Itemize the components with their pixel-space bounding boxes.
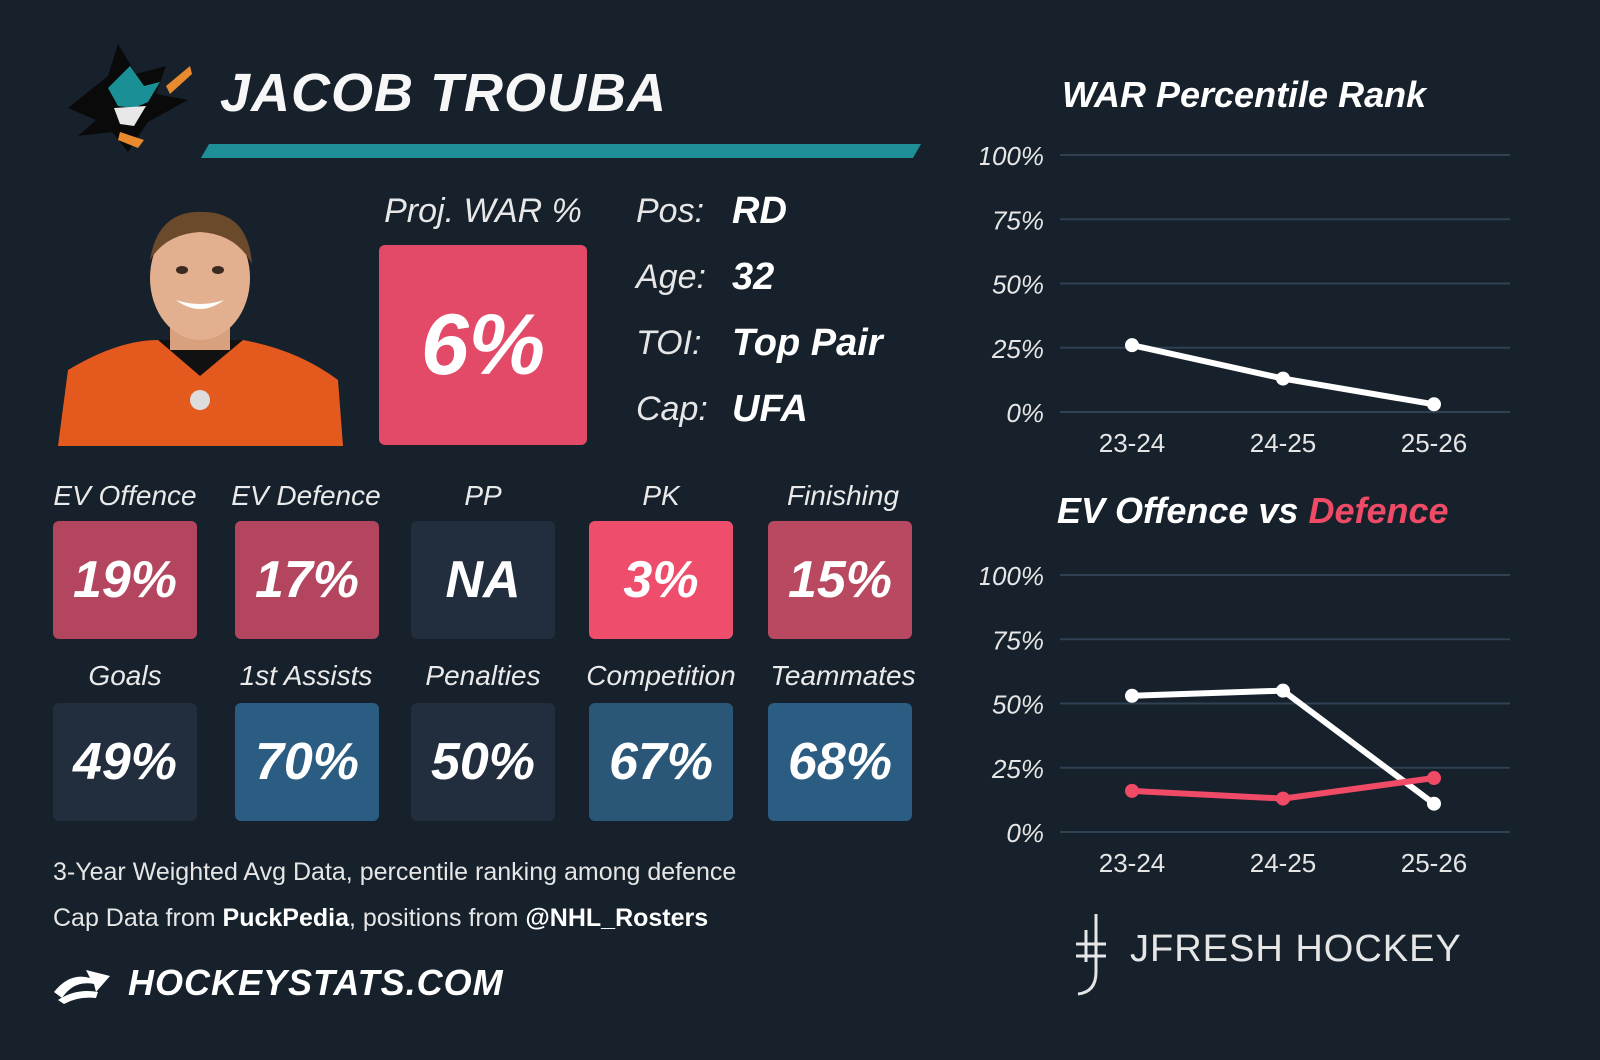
- tile-finishing: 15%: [768, 521, 912, 639]
- chart2-title-offence: EV Offence vs: [1057, 490, 1309, 531]
- info-value-age: 32: [732, 256, 775, 298]
- chart1-x-tick: 25-26: [1401, 428, 1468, 458]
- info-value-pos: RD: [732, 190, 787, 232]
- tile-pp: NA: [411, 521, 555, 639]
- chart1-x-tick: 24-25: [1250, 428, 1317, 458]
- hockeystats-logo-icon: [54, 970, 110, 1004]
- footer-sources: Cap Data from PuckPedia, positions from …: [53, 904, 708, 933]
- chart1-series-0-point: [1125, 338, 1139, 353]
- chart2-y-tick: 50%: [992, 690, 1044, 720]
- tile-penalties: 50%: [411, 703, 555, 821]
- tile-label-ev-offence: EV Offence: [53, 480, 197, 511]
- footer-source-text-1: Cap Data from: [53, 904, 223, 932]
- info-label-cap: Cap:: [636, 390, 708, 428]
- info-label-toi: TOI:: [636, 324, 702, 362]
- sharks-logo-icon: [68, 44, 192, 152]
- footer-method-note: 3-Year Weighted Avg Data, percentile ran…: [53, 858, 737, 886]
- tile-label-finishing: Finishing: [786, 480, 900, 511]
- tile-competition: 67%: [589, 703, 733, 821]
- chart2-series-1-point: [1427, 771, 1441, 786]
- tile-label-penalties: Penalties: [425, 660, 541, 691]
- footer-source-puckpedia: PuckPedia: [222, 904, 349, 932]
- chart2-y-tick: 100%: [980, 561, 1044, 591]
- tile-label-teammates: Teammates: [770, 660, 916, 691]
- chart1-y-tick: 100%: [980, 141, 1044, 171]
- tile-pk: 3%: [589, 521, 733, 639]
- tile-label-pp: PP: [464, 480, 502, 511]
- title-underline: [200, 144, 922, 158]
- ev-offence-defence-chart: 100% 75% 50% 25% 0% 23-24 24-25 25-26: [980, 561, 1510, 878]
- tile-teammates: 68%: [768, 703, 912, 821]
- chart1-series-0-point: [1276, 371, 1290, 386]
- chart1-series-0-point: [1427, 397, 1441, 412]
- chart2-series-1-point: [1125, 783, 1139, 798]
- info-label-age: Age:: [636, 258, 706, 296]
- chart2-x-tick: 24-25: [1250, 848, 1317, 878]
- chart1-title: WAR Percentile Rank: [1062, 74, 1427, 115]
- proj-war-label: Proj. WAR %: [384, 192, 582, 230]
- player-photo: [58, 200, 343, 446]
- info-value-cap: UFA: [732, 388, 808, 430]
- info-value-toi: Top Pair: [732, 322, 883, 364]
- jfresh-logo-icon: [1076, 914, 1106, 996]
- tile-ev-offence: 19%: [53, 521, 197, 639]
- jfresh-hockey-credit: JFRESH HOCKEY: [1130, 928, 1462, 970]
- tile-ev-defence: 17%: [235, 521, 379, 639]
- tile-label-pk: PK: [642, 480, 680, 511]
- chart1-y-tick: 50%: [992, 270, 1044, 300]
- chart2-series-1-point: [1276, 791, 1290, 806]
- chart1-y-tick: 0%: [1006, 398, 1044, 428]
- chart2-title-defence: Defence: [1308, 490, 1449, 531]
- tile-label-1st-assists: 1st Assists: [239, 660, 373, 691]
- tile-goals: 49%: [53, 703, 197, 821]
- chart2-y-tick: 0%: [1006, 818, 1044, 848]
- chart1-y-tick: 75%: [992, 205, 1044, 235]
- chart2-x-tick: 25-26: [1401, 848, 1468, 878]
- footer-source-nhl-rosters: @NHL_Rosters: [525, 904, 709, 932]
- footer-source-text-2: , positions from: [348, 904, 526, 932]
- chart2-series-0-point: [1276, 683, 1290, 698]
- tile-1st-assists: 70%: [235, 703, 379, 821]
- tile-label-goals: Goals: [88, 660, 162, 691]
- chart2-title: EV Offence vs Defence: [1057, 490, 1449, 532]
- war-percentile-chart: 100% 75% 50% 25% 0% 23-24 24-25 25-26: [980, 141, 1510, 458]
- chart2-series-0-point: [1427, 796, 1441, 811]
- hockeystats-brand: HOCKEYSTATS.COM: [128, 962, 504, 1003]
- chart2-x-tick: 23-24: [1099, 848, 1166, 878]
- tile-label-competition: Competition: [586, 660, 736, 691]
- chart2-y-tick: 75%: [992, 625, 1044, 655]
- chart2-series-0-point: [1125, 688, 1139, 703]
- chart1-y-tick: 25%: [991, 334, 1044, 364]
- player-name: JACOB TROUBA: [220, 63, 668, 123]
- proj-war-value: 6%: [379, 245, 587, 445]
- chart2-y-tick: 25%: [991, 754, 1044, 784]
- chart1-x-tick: 23-24: [1099, 428, 1166, 458]
- info-label-pos: Pos:: [636, 192, 705, 230]
- tile-label-ev-defence: EV Defence: [231, 480, 381, 511]
